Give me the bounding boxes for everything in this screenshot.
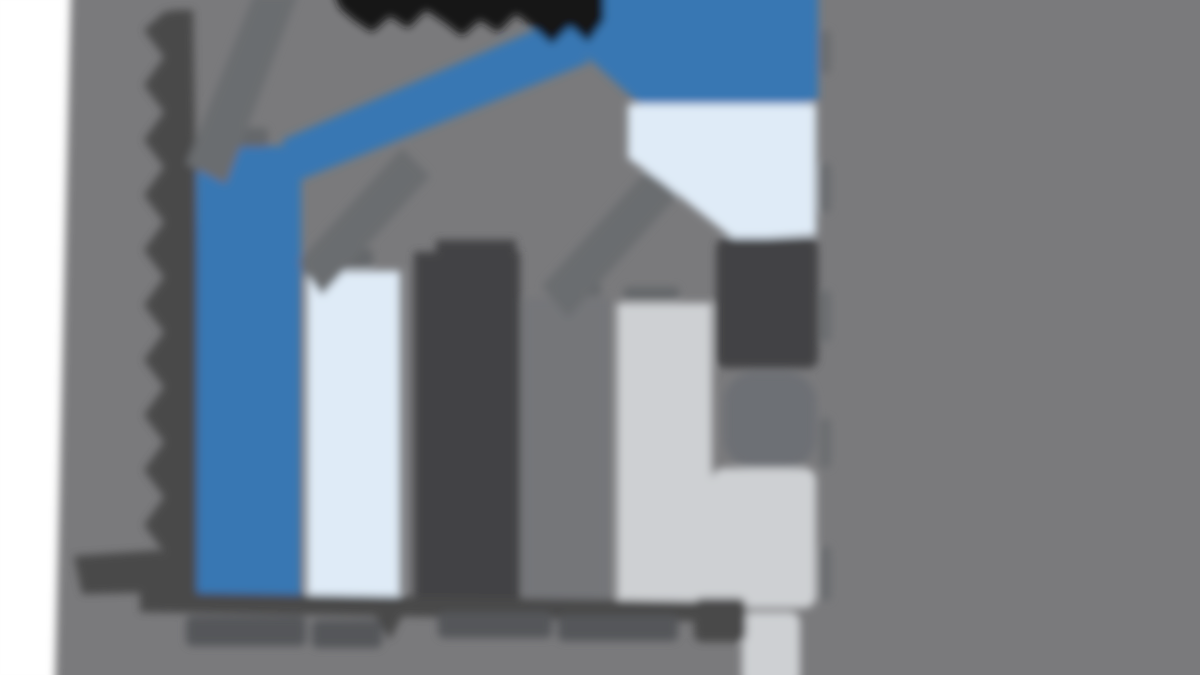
legend-label-blob-1 bbox=[820, 30, 831, 74]
legend-swatch-1-blue-blob bbox=[556, 0, 818, 104]
gray-diagonal-streak-b bbox=[542, 158, 686, 318]
gray-diagonal-streak-a bbox=[298, 148, 430, 295]
x-axis-line bbox=[140, 592, 745, 622]
legend-swatch-2-pale-blue bbox=[628, 104, 816, 240]
legend-swatch-4-gray bbox=[724, 372, 816, 468]
legend-swatch-6-light-gray bbox=[742, 612, 800, 675]
legend-swatch-5-light-gray bbox=[712, 468, 816, 608]
steep-gray-streak bbox=[186, 0, 296, 184]
blue-diagonal-streak bbox=[282, 20, 590, 180]
legend-label-blob-3 bbox=[820, 290, 831, 342]
bar-group2-charcoal bbox=[414, 252, 520, 608]
x-axis-group-divider-tick bbox=[366, 600, 410, 640]
x-axis-group1-label-blob bbox=[186, 616, 306, 646]
bar-group1-pale-blue bbox=[307, 271, 400, 608]
x-axis-group2-label-blob2 bbox=[558, 615, 678, 641]
x-axis-group2-label-blob bbox=[438, 612, 552, 638]
bar-group2-gray bbox=[523, 298, 610, 608]
value-label-blob-bar3 bbox=[436, 240, 516, 256]
value-label-blob-bar5 bbox=[624, 287, 679, 300]
page-left-margin bbox=[0, 0, 71, 675]
bar-group1-blue bbox=[197, 146, 301, 608]
x-axis-group1-label-blob2 bbox=[312, 620, 382, 648]
y-axis-bottom-label-blob bbox=[74, 550, 170, 594]
x-axis-end-blob bbox=[694, 598, 746, 642]
legend-swatch-3-charcoal bbox=[716, 238, 818, 368]
legend-label-blob-5 bbox=[820, 546, 831, 601]
bar-group2-light-gray bbox=[617, 303, 712, 608]
legend-label-blob-4 bbox=[820, 418, 831, 468]
chart-title-blob bbox=[336, 0, 604, 44]
legend-label-blob-2 bbox=[820, 163, 831, 213]
